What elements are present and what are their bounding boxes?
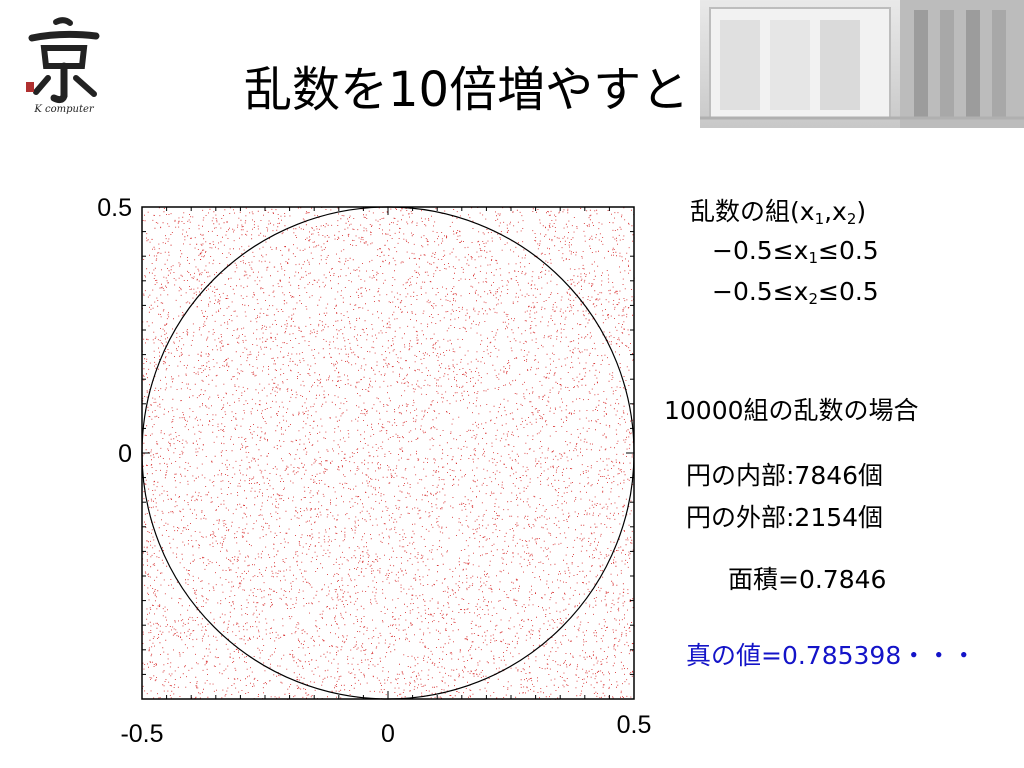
inside-count-label: 円の内部:7846個 — [686, 461, 884, 490]
k-computer-logo: K computer — [14, 14, 114, 124]
x-tick-label: 0 — [381, 720, 395, 748]
range-x1-subscript: 1 — [808, 249, 818, 267]
pair-close-text: ) — [856, 197, 867, 226]
y-tick-label: 0.5 — [97, 194, 132, 222]
x-tick-label: -0.5 — [120, 720, 163, 748]
range-x2-suffix: ≤0.5 — [818, 277, 879, 306]
pair-subscript-1: 1 — [814, 210, 825, 228]
pair-title-text: 乱数の組(x — [690, 197, 815, 226]
axis-minor-ticks — [141, 206, 635, 700]
area-estimate-label: 面積=0.7846 — [728, 565, 887, 594]
plot-area — [142, 207, 634, 699]
y-tick-label: 0 — [118, 440, 132, 468]
outside-count-label: 円の外部:2154個 — [686, 503, 884, 532]
pair-subscript-2: 2 — [846, 210, 857, 228]
building-photo — [700, 0, 1024, 128]
pair-comma-text: ,x — [824, 197, 847, 226]
range-x1-suffix: ≤0.5 — [818, 236, 879, 265]
range-x2-prefix: −0.5≤x — [712, 277, 809, 306]
slide-title: 乱数を10倍増やすと — [244, 62, 690, 118]
axis-tick-labels: -0.5 0 0.5 0.5 0 — [97, 194, 651, 748]
range-x1: −0.5≤x1≤0.5 — [712, 236, 879, 266]
kei-logo-mark — [26, 17, 100, 104]
x-tick-label: 0.5 — [617, 711, 652, 739]
sample-case-label: 10000組の乱数の場合 — [664, 396, 919, 425]
logo-subtitle: K computer — [34, 104, 94, 115]
range-x2-subscript: 2 — [808, 290, 818, 308]
true-value-label: 真の値=0.785398・・・ — [686, 641, 977, 670]
pair-definition: 乱数の組(x1,x2) — [690, 197, 866, 227]
range-x1-prefix: −0.5≤x — [712, 236, 809, 265]
range-x2: −0.5≤x2≤0.5 — [712, 277, 879, 307]
scatter-chart: -0.5 0 0.5 0.5 0 — [97, 194, 651, 748]
